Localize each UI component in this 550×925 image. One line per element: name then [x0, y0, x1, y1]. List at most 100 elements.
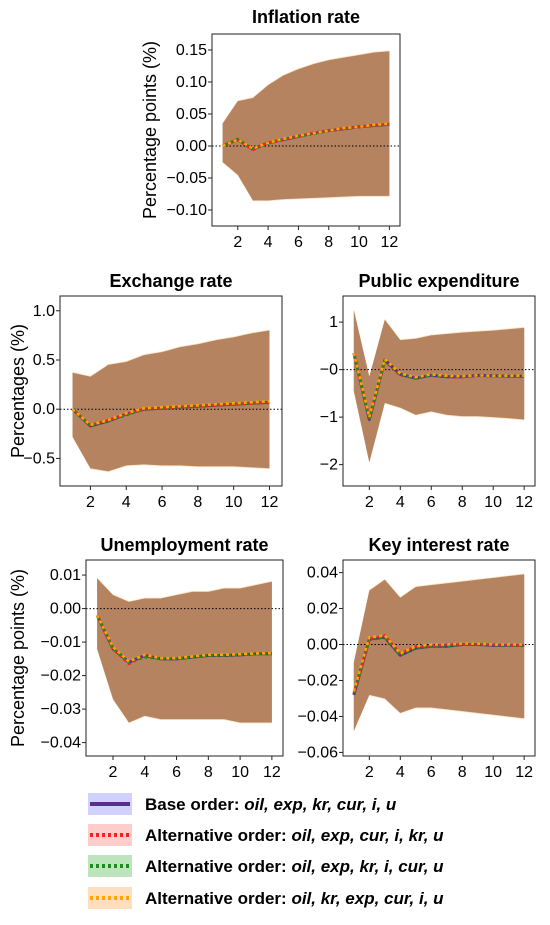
y-tick-label: 0.15	[176, 42, 207, 59]
x-tick-label: 12	[515, 494, 533, 511]
x-tick-label: 4	[264, 234, 273, 251]
y-tick-label: 0.0	[33, 401, 55, 418]
confidence-band	[222, 51, 390, 201]
y-tick-label: 0.05	[176, 106, 207, 123]
x-tick-label: 12	[380, 234, 398, 251]
x-tick-label: 8	[458, 764, 467, 781]
legend-item: Alternative order: oil, exp, kr, i, cur,…	[88, 855, 444, 877]
legend-prefix: Base order:	[145, 795, 244, 814]
legend-label: Base order: oil, exp, kr, cur, i, u	[145, 795, 397, 814]
y-tick-label: 0.00	[307, 637, 338, 654]
axes-frame	[211, 33, 401, 227]
series-line-3	[95, 614, 272, 663]
y-tick-label: 0.5	[33, 352, 55, 369]
legend-label: Alternative order: oil, exp, kr, i, cur,…	[145, 857, 444, 876]
series-line-3	[222, 122, 390, 150]
x-tick-label: 6	[172, 764, 181, 781]
y-tick-label: −0.10	[167, 202, 208, 219]
y-tick-label: −0.04	[41, 735, 82, 752]
panel-title: Public expenditure	[358, 271, 519, 291]
axes-frame	[342, 295, 536, 487]
legend-item: Alternative order: oil, exp, cur, i, kr,…	[88, 824, 444, 846]
panel-title: Exchange rate	[109, 271, 232, 291]
panel-exchange: Exchange rate 2 4 6 8 10 12 −0.5 0.0 0.5 1.0 Percen…	[8, 271, 283, 511]
x-tick-label: 8	[458, 494, 467, 511]
x-tick-label: 8	[204, 764, 213, 781]
x-tick-label: 12	[263, 764, 281, 781]
x-tick-label: 4	[396, 764, 405, 781]
legend-prefix: Alternative order:	[145, 826, 291, 845]
x-tick-label: 6	[294, 234, 303, 251]
legend-prefix: Alternative order:	[145, 857, 291, 876]
y-tick-label: 0.01	[50, 567, 81, 584]
x-tick-label: 8	[324, 234, 333, 251]
panel-inflation: Inflation rate 2 4 6 8 10 12 −0.10 −0.05 0.00 0.05…	[140, 7, 401, 251]
y-tick-label: −1	[320, 409, 338, 426]
series-line-3	[352, 634, 525, 692]
confidence-band	[353, 310, 525, 463]
y-tick-label: 1.0	[33, 303, 55, 320]
y-tick-label: 0.04	[307, 565, 338, 582]
y-tick-label: −0.04	[298, 708, 339, 725]
legend-order: oil, exp, kr, cur, i, u	[244, 795, 397, 814]
y-tick-label: −0.05	[167, 170, 208, 187]
x-tick-label: 10	[225, 494, 243, 511]
x-tick-label: 12	[261, 494, 279, 511]
x-tick-label: 10	[484, 494, 502, 511]
y-tick-label: 0.10	[176, 74, 207, 91]
panel-title: Key interest rate	[368, 535, 509, 555]
panel-title: Unemployment rate	[100, 535, 268, 555]
legend-order: oil, kr, exp, cur, i, u	[291, 889, 444, 908]
panel-title: Inflation rate	[252, 7, 360, 27]
panel-interest: Key interest rate 2 4 6 8 10 12 −0.06 −0.04 −0.02…	[298, 535, 536, 781]
x-tick-label: 10	[350, 234, 368, 251]
series-line-2	[95, 614, 272, 664]
y-axis-label: Percentage points (%)	[140, 41, 160, 219]
x-tick-label: 4	[122, 494, 131, 511]
series-line-1	[71, 401, 270, 427]
panel-unemployment: Unemployment rate 2 4 6 8 10 12 −0.04 −0.03 −0.02…	[8, 535, 284, 781]
confidence-band	[97, 578, 272, 723]
confidence-band	[72, 330, 270, 472]
x-tick-label: 2	[86, 494, 95, 511]
x-tick-label: 4	[140, 764, 149, 781]
x-tick-label: 12	[515, 764, 533, 781]
x-tick-label: 4	[396, 494, 405, 511]
axes-frame	[85, 559, 284, 757]
x-tick-label: 10	[484, 764, 502, 781]
y-axis-label: Percentages (%)	[8, 324, 28, 458]
legend-label: Alternative order: oil, kr, exp, cur, i,…	[145, 889, 444, 908]
y-tick-label: −0	[320, 362, 338, 379]
y-tick-label: 0.00	[176, 138, 207, 155]
x-tick-label: 6	[427, 764, 436, 781]
y-tick-label: 1	[329, 314, 338, 331]
legend-order: oil, exp, kr, i, cur, u	[291, 857, 444, 876]
series-line-2	[71, 401, 270, 428]
legend-item: Alternative order: oil, kr, exp, cur, i,…	[88, 887, 444, 909]
x-tick-label: 6	[158, 494, 167, 511]
legend-label: Alternative order: oil, exp, cur, i, kr,…	[145, 826, 444, 845]
x-tick-label: 10	[231, 764, 249, 781]
y-tick-label: 0.00	[50, 601, 81, 618]
y-tick-label: −2	[320, 457, 338, 474]
series-line-3	[352, 352, 525, 419]
x-tick-label: 2	[233, 234, 242, 251]
axes-frame	[342, 559, 536, 757]
y-tick-label: −0.03	[41, 701, 82, 718]
x-tick-label: 6	[427, 494, 436, 511]
x-tick-label: 2	[109, 764, 118, 781]
y-tick-label: −0.06	[298, 744, 339, 761]
y-tick-label: −0.01	[41, 634, 82, 651]
x-tick-label: 8	[193, 494, 202, 511]
confidence-band	[353, 574, 525, 731]
legend-order: oil, exp, cur, i, kr, u	[291, 826, 444, 845]
y-tick-label: −0.02	[298, 672, 339, 689]
y-axis-label: Percentage points (%)	[8, 569, 28, 747]
series-line-1	[222, 122, 390, 152]
y-tick-label: 0.02	[307, 601, 338, 618]
legend-prefix: Alternative order:	[145, 889, 291, 908]
panel-public: Public expenditure 2 4 6 8 10 12 −2 −1 −0 1	[320, 271, 536, 511]
y-tick-label: −0.02	[41, 668, 82, 685]
